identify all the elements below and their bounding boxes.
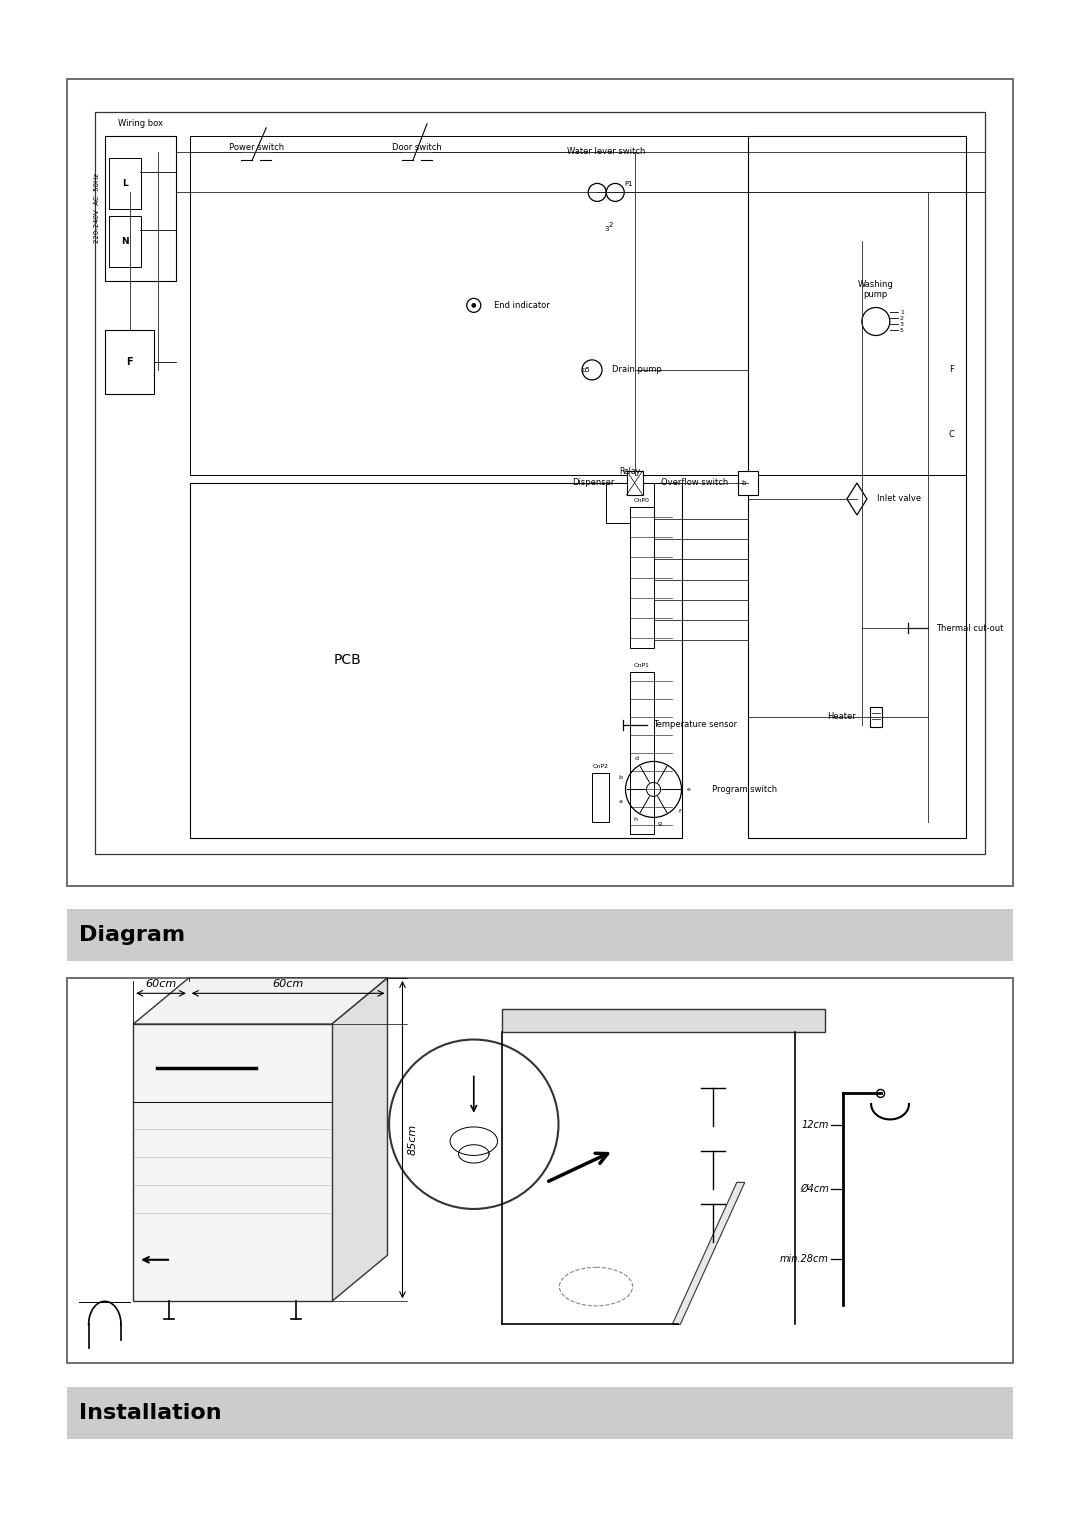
Bar (190, 483, 681, 837)
Text: 2: 2 (900, 316, 904, 321)
Bar (869, 707, 882, 727)
Text: 85cm: 85cm (407, 1125, 418, 1155)
Polygon shape (847, 483, 867, 515)
Bar (738, 471, 758, 495)
Text: Dispenser: Dispenser (572, 478, 615, 487)
Polygon shape (133, 978, 388, 1024)
Text: Program switch: Program switch (712, 785, 777, 795)
Text: Washing
pump: Washing pump (858, 280, 894, 299)
Bar (748, 136, 966, 837)
Text: F: F (949, 365, 954, 374)
Bar (67, 909, 1013, 961)
Text: Inlet valve: Inlet valve (877, 495, 921, 504)
Text: C: C (948, 429, 955, 439)
Text: 2: 2 (608, 222, 612, 228)
Bar (630, 507, 653, 648)
Text: f: f (679, 810, 681, 814)
Text: 60cm: 60cm (272, 979, 303, 989)
Text: min.28cm: min.28cm (780, 1253, 828, 1264)
Text: Water lever switch: Water lever switch (567, 147, 646, 156)
Polygon shape (672, 1183, 745, 1325)
Text: Thermal cut-out: Thermal cut-out (936, 623, 1003, 633)
Text: Ø4cm: Ø4cm (800, 1184, 828, 1193)
Text: Door switch: Door switch (392, 144, 442, 153)
Bar (95, 112, 985, 854)
Text: F: F (126, 358, 133, 367)
Text: p5: p5 (582, 367, 591, 373)
Text: Overflow switch: Overflow switch (661, 478, 728, 487)
Bar (109, 157, 140, 208)
Bar (190, 136, 966, 475)
Bar (592, 773, 609, 822)
Text: Diagram: Diagram (79, 924, 185, 946)
Text: 5: 5 (900, 329, 904, 333)
Bar (105, 136, 176, 281)
Text: 12cm: 12cm (801, 1120, 828, 1131)
Circle shape (877, 1089, 885, 1097)
Circle shape (389, 1039, 558, 1209)
Text: Wiring box: Wiring box (118, 119, 163, 128)
Text: End indicator: End indicator (494, 301, 550, 310)
Bar (67, 1387, 1013, 1439)
Text: CnP0: CnP0 (634, 498, 650, 503)
Bar (109, 215, 140, 266)
Text: Drain pump: Drain pump (612, 365, 662, 374)
Text: Installation: Installation (79, 1403, 221, 1424)
Text: 220-240V  AC  50Hz: 220-240V AC 50Hz (94, 174, 99, 243)
Bar (606, 483, 653, 523)
Text: a: a (619, 799, 622, 804)
Text: e: e (687, 787, 690, 792)
Text: 3: 3 (604, 226, 609, 232)
Text: N: N (121, 237, 129, 246)
Text: 1: 1 (900, 310, 904, 315)
Text: b: b (619, 775, 623, 779)
Text: Temperature sensor: Temperature sensor (652, 720, 737, 729)
Bar (133, 1024, 332, 1302)
Text: Relay: Relay (619, 468, 640, 477)
Text: b: b (742, 480, 746, 486)
Circle shape (472, 304, 476, 307)
Text: CnP1: CnP1 (634, 663, 650, 668)
Bar (630, 672, 653, 834)
Text: h: h (634, 817, 638, 822)
Bar (67, 79, 1013, 886)
Text: 3: 3 (900, 322, 904, 327)
Text: P1: P1 (624, 182, 633, 188)
Text: Power switch: Power switch (229, 144, 284, 153)
Text: Heater: Heater (827, 712, 855, 721)
Bar (105, 330, 154, 394)
Text: d: d (634, 756, 638, 761)
Polygon shape (332, 978, 388, 1302)
Text: L: L (122, 179, 127, 188)
Bar (626, 471, 643, 495)
Text: 60cm: 60cm (146, 979, 177, 989)
Text: PCB: PCB (334, 654, 361, 668)
Text: CnP2: CnP2 (593, 764, 608, 769)
Text: g: g (658, 822, 661, 827)
Bar (502, 1008, 825, 1031)
Bar (67, 978, 1013, 1363)
